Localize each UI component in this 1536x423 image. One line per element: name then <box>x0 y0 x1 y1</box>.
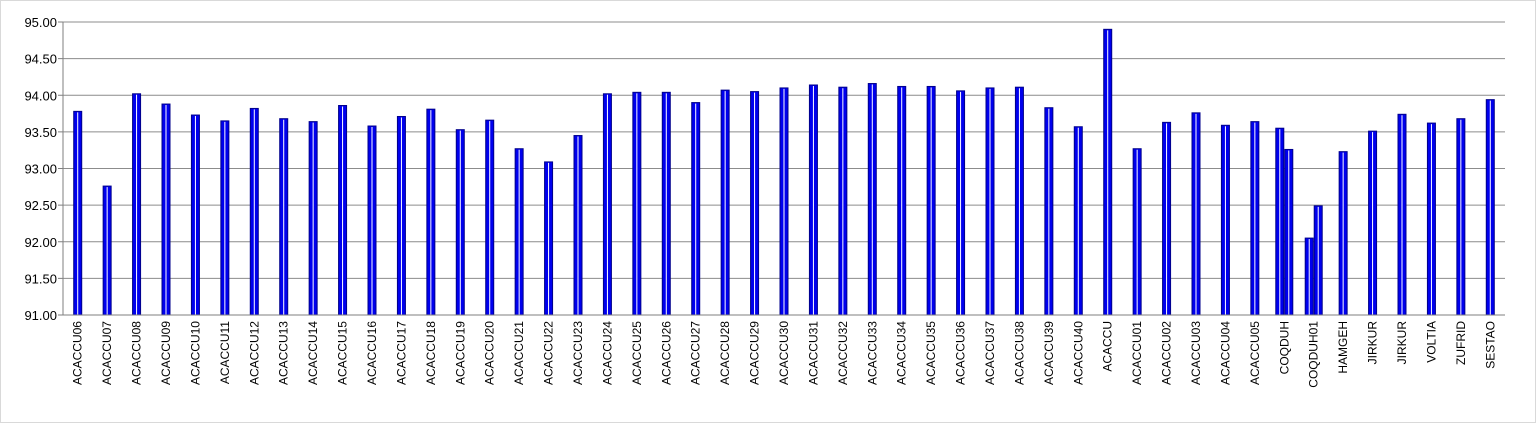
x-category-label: ACACCU17 <box>394 321 408 385</box>
x-category-label: JIRKUR <box>1395 321 1409 365</box>
labels: 91.00 91.50 92.00 92.50 93.00 93.50 94.00 94.50… <box>24 15 1497 388</box>
x-category-label: HAMGEH <box>1336 321 1350 374</box>
x-category-label: ACACCU37 <box>983 321 997 385</box>
x-category-label: ACACCU04 <box>1218 321 1232 385</box>
x-category-label: ACACCU21 <box>512 321 526 385</box>
x-category-label: ACACCU15 <box>336 321 350 385</box>
x-category-label: ACACCU03 <box>1189 321 1203 385</box>
y-tick-label: 94.50 <box>24 52 57 67</box>
x-category-label: ACACCU28 <box>718 321 732 385</box>
x-category-label: ACACCU09 <box>159 321 173 385</box>
x-category-label: ACACCU02 <box>1160 321 1174 385</box>
y-tick-label: 91.50 <box>24 271 57 286</box>
x-category-label: ACACCU25 <box>630 321 644 385</box>
x-category-label: ACACCU14 <box>306 321 320 385</box>
x-category-label: ACACCU11 <box>218 321 232 384</box>
x-category-label: ACACCU06 <box>71 321 85 385</box>
x-category-label: ACACCU30 <box>777 321 791 385</box>
x-category-label: ACACCU35 <box>924 321 938 385</box>
x-category-label: ACACCU07 <box>100 321 114 385</box>
x-category-label: ZUFRID <box>1454 321 1468 365</box>
x-category-label: ACACCU36 <box>954 321 968 385</box>
y-tick-label: 92.50 <box>24 198 57 213</box>
y-tick-label: 94.00 <box>24 88 57 103</box>
x-category-label: ACACCU39 <box>1042 321 1056 385</box>
axes <box>58 21 1505 316</box>
x-category-label: VOLTIA <box>1424 321 1438 363</box>
x-category-label: ACACCU08 <box>130 321 144 385</box>
x-category-label: ACACCU16 <box>365 321 379 385</box>
y-tick-label: 92.00 <box>24 235 57 250</box>
x-category-label: JIRKUR <box>1366 321 1380 365</box>
x-category-label: ACACCU20 <box>483 321 497 385</box>
x-category-label: ACACCU26 <box>659 321 673 385</box>
x-category-label: ACACCU <box>1101 321 1115 372</box>
x-category-label: ACACCU01 <box>1130 321 1144 385</box>
y-tick-label: 95.00 <box>24 15 57 30</box>
x-category-label: ACACCU33 <box>865 321 879 385</box>
x-category-label: ACACCU40 <box>1071 321 1085 385</box>
x-category-label: ACACCU24 <box>600 321 614 385</box>
x-category-label: ACACCU29 <box>748 321 762 385</box>
y-tick-label: 91.00 <box>24 308 57 323</box>
y-tick-label: 93.50 <box>24 125 57 140</box>
x-category-label: ACACCU27 <box>689 321 703 385</box>
x-category-label: ACACCU13 <box>277 321 291 385</box>
x-category-label: ACACCU05 <box>1248 321 1262 385</box>
x-category-label: COQDUH <box>1277 321 1291 374</box>
x-category-label: ACACCU31 <box>806 321 820 385</box>
x-category-label: SESTAO <box>1483 321 1497 369</box>
x-category-label: ACACCU22 <box>542 321 556 385</box>
x-category-label: ACACCU34 <box>895 321 909 385</box>
x-category-label: ACACCU19 <box>453 321 467 385</box>
y-tick-label: 93.00 <box>24 162 57 177</box>
x-category-label: ACACCU12 <box>247 321 261 385</box>
x-category-label: COQDUH01 <box>1307 321 1321 388</box>
bars <box>73 28 1495 316</box>
x-category-label: ACACCU23 <box>571 321 585 385</box>
x-category-label: ACACCU32 <box>836 321 850 385</box>
x-category-label: ACACCU38 <box>1012 321 1026 385</box>
x-category-label: ACACCU10 <box>188 321 202 385</box>
x-category-label: ACACCU18 <box>424 321 438 385</box>
